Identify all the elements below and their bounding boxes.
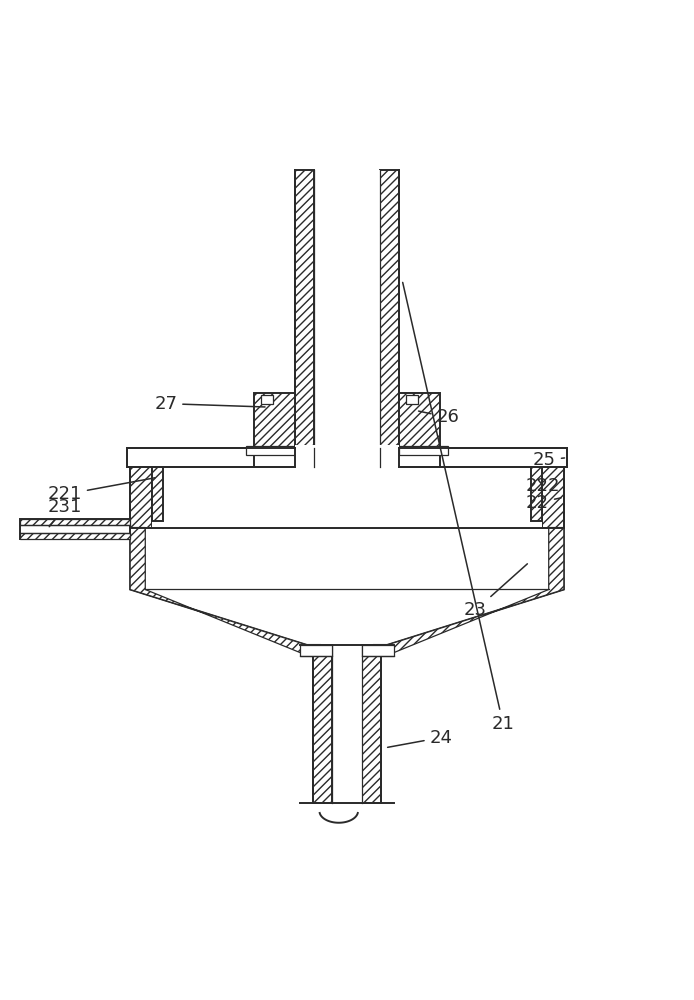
Bar (20, 519, 130, 525)
Bar (312, 645, 332, 803)
Bar (301, 645, 332, 656)
Text: 26: 26 (418, 408, 459, 426)
Bar (296, 170, 314, 455)
Bar (405, 395, 418, 404)
Polygon shape (373, 528, 564, 656)
Bar (261, 395, 273, 404)
Bar (296, 448, 398, 467)
Bar (398, 446, 448, 455)
Bar (20, 519, 130, 539)
Bar (152, 467, 163, 521)
Bar (531, 467, 542, 521)
Bar (254, 393, 296, 455)
Text: 27: 27 (154, 395, 265, 413)
Bar (152, 467, 542, 528)
Polygon shape (130, 528, 564, 651)
Text: 23: 23 (464, 564, 527, 619)
Bar (362, 645, 382, 803)
Text: 21: 21 (403, 282, 514, 733)
Bar (398, 393, 440, 455)
Bar (380, 170, 398, 455)
Text: 25: 25 (533, 451, 564, 469)
Bar (20, 533, 130, 539)
Bar (246, 446, 296, 455)
Bar (314, 170, 380, 455)
Text: 231: 231 (47, 498, 82, 527)
Text: 221: 221 (47, 478, 155, 503)
Bar (296, 445, 398, 470)
Bar (130, 467, 152, 528)
Bar (127, 448, 567, 467)
Polygon shape (130, 528, 321, 656)
Bar (332, 645, 362, 803)
Bar (542, 467, 564, 528)
Text: 22: 22 (526, 494, 561, 512)
Bar (362, 645, 393, 656)
Text: 222: 222 (526, 477, 561, 495)
Text: 24: 24 (388, 729, 452, 747)
